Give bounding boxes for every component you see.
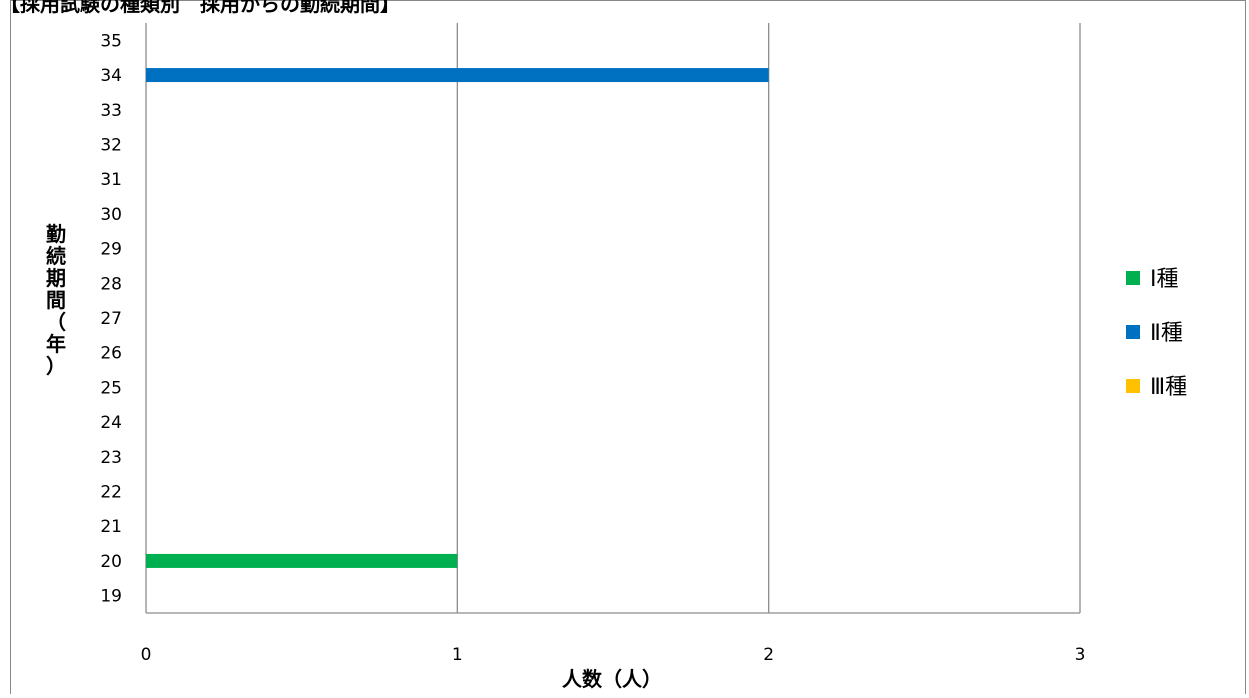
y-tick-label: 24: [100, 413, 122, 433]
y-tick-label: 22: [100, 483, 122, 503]
x-tick-label: 0: [141, 645, 152, 665]
y-tick-label: 19: [100, 587, 122, 607]
legend-label: Ⅲ種: [1150, 375, 1187, 400]
legend-swatch: [1126, 379, 1140, 393]
y-tick-label: 23: [100, 448, 122, 468]
axis-layer: [145, 23, 1080, 614]
y-tick-label: 27: [100, 309, 122, 329]
y-axis-title-char: 間: [46, 288, 66, 312]
y-axis-title-char: 続: [46, 244, 66, 268]
y-tick-label: 32: [100, 135, 122, 155]
y-axis-title-char: 勤: [46, 222, 66, 246]
x-tick-label: 1: [452, 645, 463, 665]
bar: [146, 68, 769, 83]
y-tick-label: 33: [100, 101, 122, 121]
x-tick-label: 3: [1075, 645, 1086, 665]
y-tick-label: 25: [100, 378, 122, 398]
legend-swatch: [1126, 325, 1140, 339]
y-tick-label: 20: [100, 552, 122, 572]
y-axis-title-char: ）: [46, 354, 66, 378]
x-axis-title: 人数（人）: [562, 667, 662, 691]
y-axis-title-char: 期: [46, 266, 66, 290]
chart-title: 【採用試験の種類別 採用からの勤続期間】: [0, 0, 400, 16]
y-tick-label: 34: [100, 66, 122, 86]
grid-layer: [456, 23, 1081, 613]
chart-border: [10, 0, 1246, 698]
y-axis-title-char: 年: [46, 332, 66, 356]
legend-label: Ⅱ種: [1150, 321, 1183, 346]
y-tick-label: 30: [100, 205, 122, 225]
y-tick-label: 26: [100, 344, 122, 364]
bar-layer: [146, 68, 769, 568]
x-tick-label: 2: [763, 645, 774, 665]
bar: [146, 553, 458, 568]
y-tick-label: 28: [100, 274, 122, 294]
legend-swatch: [1126, 271, 1140, 285]
y-axis-title: 勤続期間（年）: [46, 222, 66, 378]
y-tick-label: 31: [100, 170, 122, 190]
y-axis-title-char: （: [46, 310, 66, 334]
y-tick-label: 35: [100, 31, 122, 51]
legend-label: Ⅰ種: [1150, 267, 1179, 292]
y-tick-label: 21: [100, 517, 122, 537]
y-tick-label: 29: [100, 240, 122, 260]
legend: Ⅰ種 Ⅱ種 Ⅲ種: [1126, 267, 1187, 400]
